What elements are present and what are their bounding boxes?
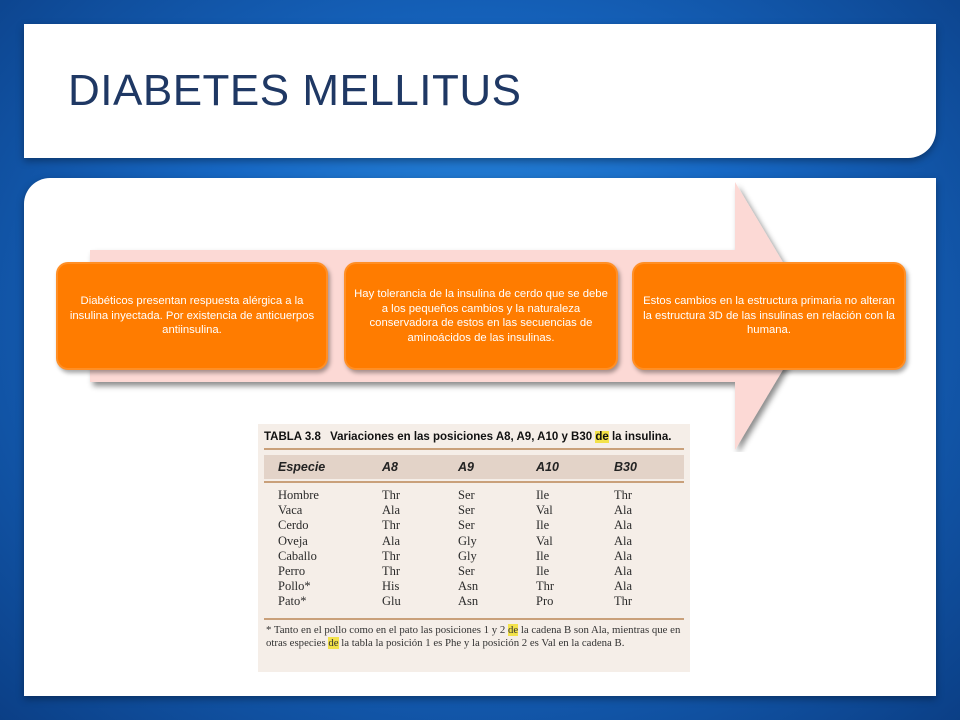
- table-cell: Vaca: [278, 503, 303, 518]
- table-cell: Val: [536, 533, 553, 548]
- table-cell: Ala: [614, 518, 633, 533]
- process-step-3: Estos cambios en la estructura primaria …: [632, 262, 906, 370]
- table-cell: Caballo: [278, 548, 317, 563]
- table-cell: Gly: [458, 533, 477, 548]
- table-caption-highlight: de: [595, 431, 609, 443]
- slide-title: DIABETES MELLITUS: [68, 66, 522, 115]
- table-cell: Ile: [536, 548, 550, 563]
- table-cell: Ser: [458, 488, 475, 502]
- table-cell: Ala: [382, 533, 401, 548]
- table-caption-text-a: Variaciones en las posiciones A8, A9, A1…: [330, 431, 593, 443]
- insulin-variation-table: TABLA 3.8 Variaciones en las posiciones …: [258, 424, 690, 672]
- table-row: Perro Thr Ser Ile Ala: [264, 564, 684, 579]
- table-body: Hombre Thr Ser Ile Thr Vaca Ala Ser Val …: [264, 488, 684, 610]
- table-header-cell: A9: [458, 460, 474, 474]
- table-header-row: Especie A8 A9 A10 B30: [264, 455, 684, 479]
- table-cell: Ala: [382, 503, 401, 518]
- table-header-cell: A8: [382, 460, 398, 474]
- table-cell: Thr: [382, 548, 401, 563]
- process-step-2: Hay tolerancia de la insulina de cerdo q…: [344, 262, 618, 370]
- footnote-highlight-1: de: [507, 624, 519, 636]
- table-cell: Pollo*: [278, 579, 311, 594]
- footnote-text-c: la tabla la posición 1 es Phe y la posic…: [341, 637, 625, 649]
- table-number: TABLA 3.8: [264, 431, 321, 443]
- table-cell: Ser: [458, 563, 475, 578]
- table-cell: Pro: [536, 594, 554, 609]
- table-cell: Glu: [382, 594, 401, 609]
- title-panel: [24, 24, 936, 158]
- table-cell: Thr: [614, 488, 633, 502]
- table-row: Hombre Thr Ser Ile Thr: [264, 488, 684, 503]
- table-cell: Thr: [614, 594, 633, 609]
- table-header-cell: A10: [536, 460, 559, 474]
- table-cell: Asn: [458, 594, 479, 609]
- table-footnote: * Tanto en el pollo como en el pato las …: [266, 624, 682, 650]
- table-row: Pato* Glu Asn Pro Thr: [264, 594, 684, 609]
- process-step-1: Diabéticos presentan respuesta alérgica …: [56, 262, 328, 370]
- table-row: Pollo* His Asn Thr Ala: [264, 579, 684, 594]
- table-cell: Ser: [458, 503, 475, 518]
- table-header-cell: Especie: [278, 460, 326, 474]
- table-cell: Thr: [382, 518, 401, 533]
- table-cell: Ile: [536, 563, 550, 578]
- table-cell: Cerdo: [278, 518, 309, 533]
- table-row: Oveja Ala Gly Val Ala: [264, 534, 684, 549]
- process-step-2-text: Hay tolerancia de la insulina de cerdo q…: [354, 288, 608, 344]
- table-cell: Ala: [614, 548, 633, 563]
- table-row: Cerdo Thr Ser Ile Ala: [264, 518, 684, 533]
- table-cell: Thr: [382, 563, 401, 578]
- process-step-3-text: Estos cambios en la estructura primaria …: [643, 295, 895, 337]
- table-cell: Gly: [458, 548, 477, 563]
- table-cell: Ala: [614, 563, 633, 578]
- table-cell: Ser: [458, 518, 475, 533]
- process-step-1-text: Diabéticos presentan respuesta alérgica …: [69, 295, 315, 337]
- table-top-rule: [264, 448, 684, 450]
- table-cell: Oveja: [278, 533, 308, 548]
- table-cell: Thr: [382, 488, 401, 502]
- table-caption: TABLA 3.8 Variaciones en las posiciones …: [264, 431, 671, 443]
- table-cell: Pato*: [278, 594, 307, 609]
- table-cell: Ala: [614, 533, 633, 548]
- table-row: Vaca Ala Ser Val Ala: [264, 503, 684, 518]
- footnote-text-b: la cadena B son Ala, mientras que en otr…: [266, 624, 681, 649]
- table-cell: Thr: [536, 579, 555, 594]
- table-caption-text-b: la insulina.: [611, 431, 672, 443]
- table-cell: Ile: [536, 488, 550, 502]
- table-cell: Val: [536, 503, 553, 518]
- table-cell: Asn: [458, 579, 479, 594]
- table-cell: Perro: [278, 563, 306, 578]
- table-cell: Ile: [536, 518, 550, 533]
- table-bottom-rule: [264, 618, 684, 620]
- table-header-rule: [264, 481, 684, 483]
- table-cell: Ala: [614, 503, 633, 518]
- table-cell: His: [382, 579, 400, 594]
- table-cell: Ala: [614, 579, 633, 594]
- table-row: Caballo Thr Gly Ile Ala: [264, 549, 684, 564]
- table-header-cell: B30: [614, 460, 637, 474]
- table-cell: Hombre: [278, 488, 319, 502]
- footnote-highlight-2: de: [328, 637, 339, 649]
- footnote-text-a: * Tanto en el pollo como en el pato las …: [266, 624, 506, 636]
